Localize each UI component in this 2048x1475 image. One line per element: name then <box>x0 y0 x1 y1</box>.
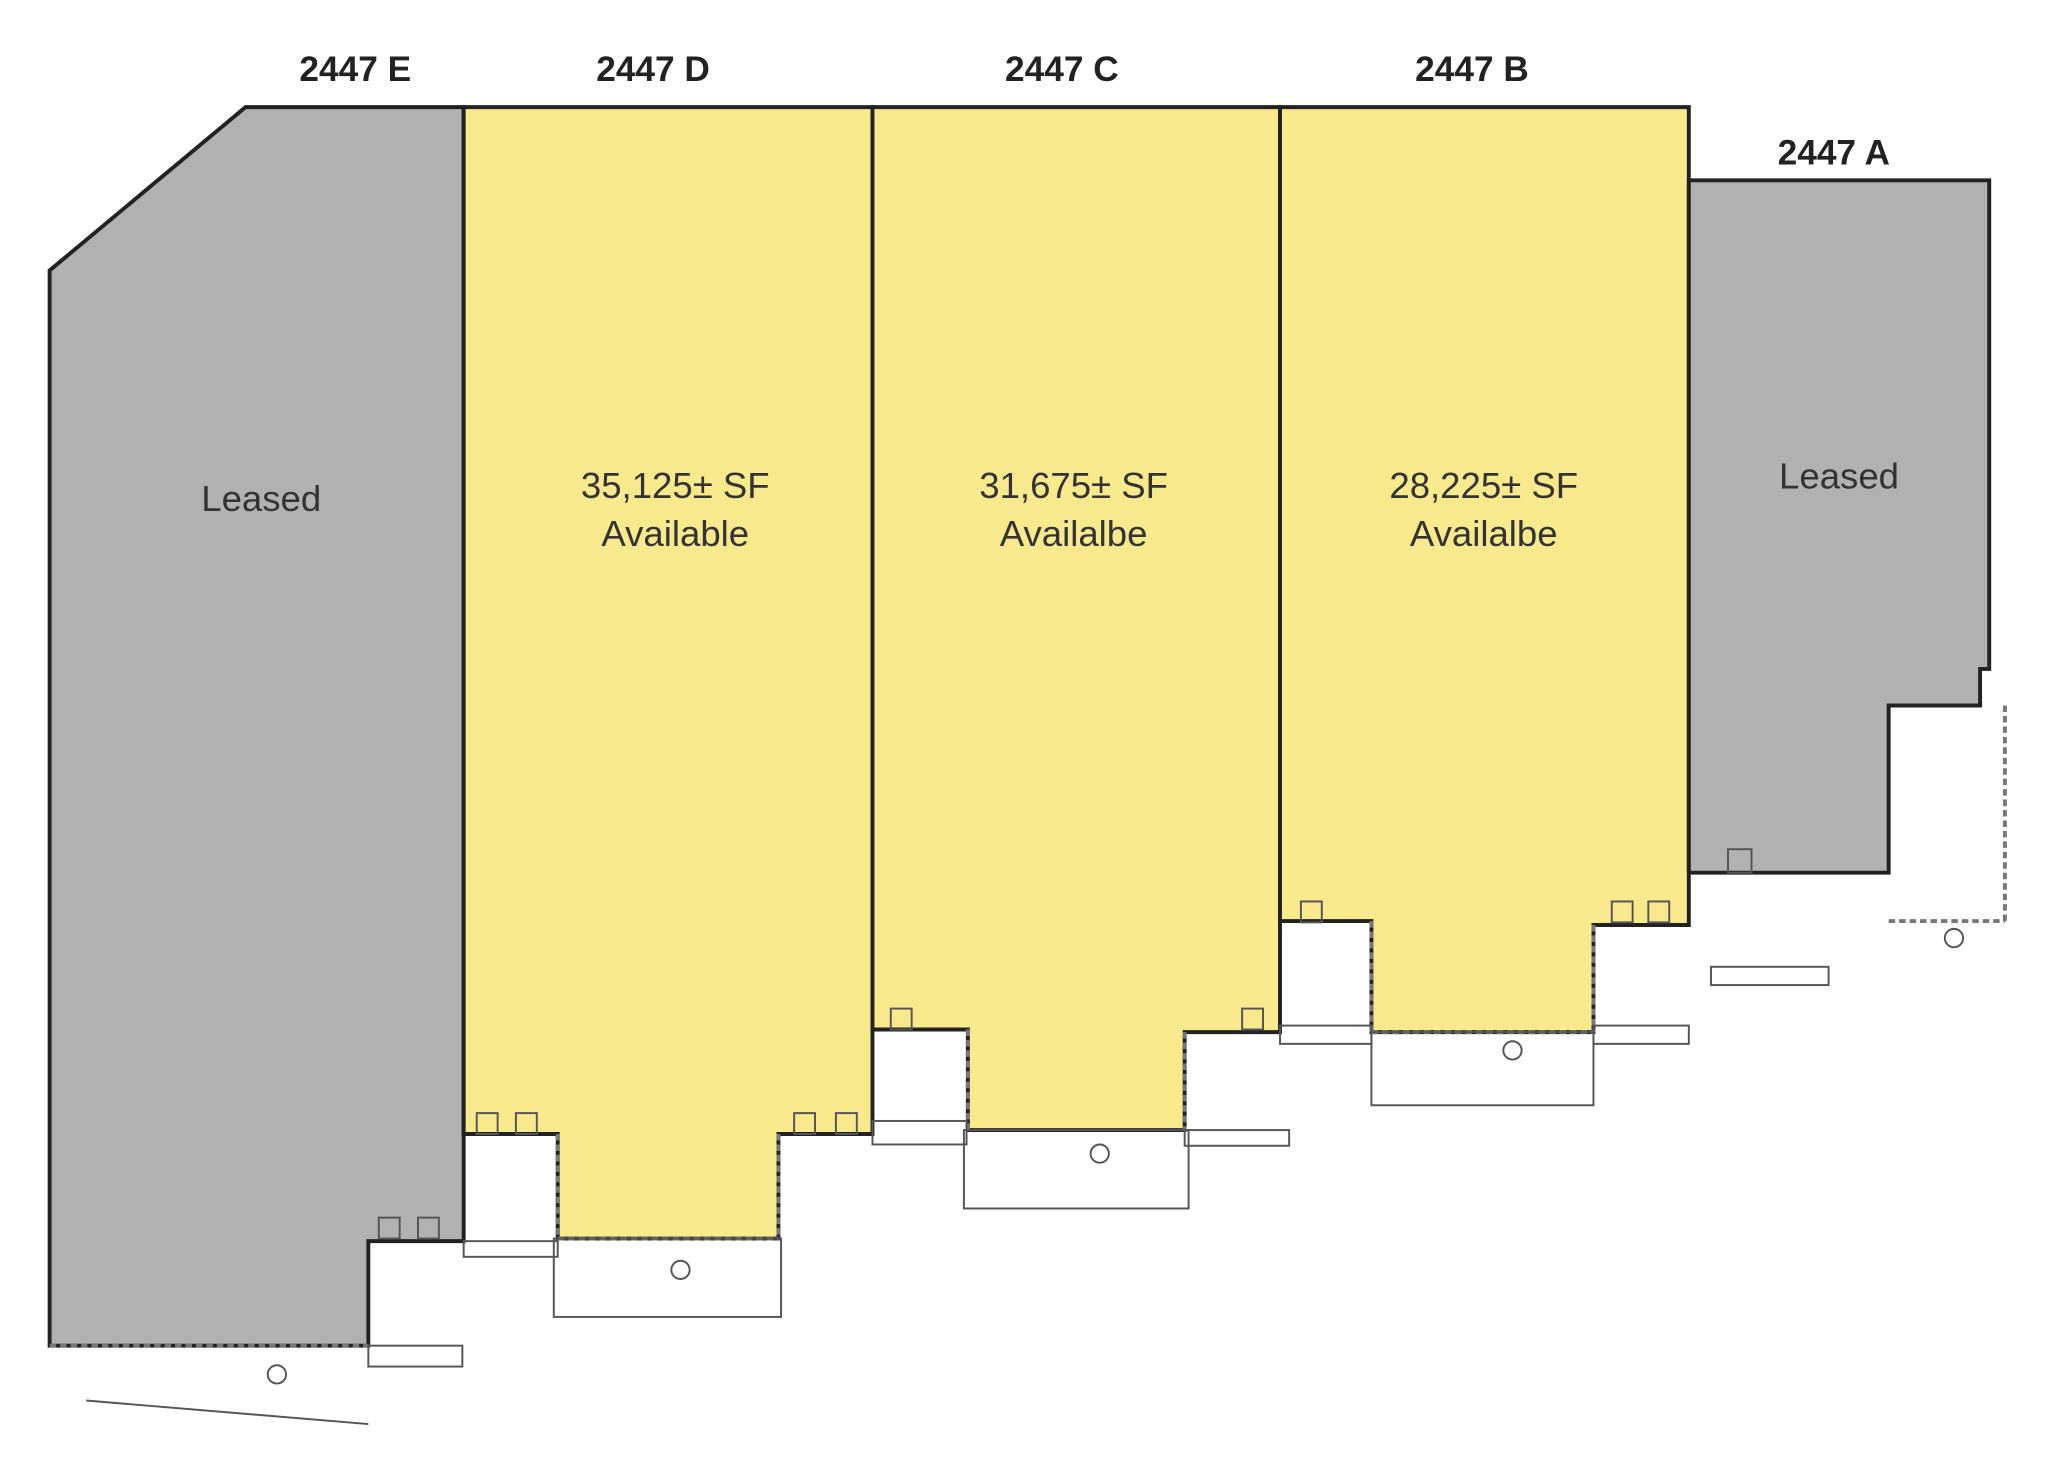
unit-label: 2447 D <box>596 50 710 89</box>
unit-area: 28,225± SF <box>1389 465 1578 506</box>
unit-label: 2447 E <box>299 50 411 89</box>
unit-b-shape <box>1278 105 1691 1035</box>
unit-d-shape <box>461 105 875 1241</box>
unit-c-shape <box>870 105 1282 1133</box>
unit-status: Availalbe <box>1410 513 1558 554</box>
unit-label: 2447 A <box>1778 134 1890 173</box>
site-details <box>86 848 1965 1426</box>
unit-status: Leased <box>201 478 321 519</box>
unit-a-shape <box>1686 178 1992 875</box>
unit-status: Leased <box>1779 456 1899 497</box>
unit-status: Availalbe <box>1000 513 1148 554</box>
unit-area: 31,675± SF <box>979 465 1168 506</box>
unit-e-shape <box>47 105 466 1348</box>
unit-area: 35,125± SF <box>581 465 770 506</box>
unit-status: Available <box>601 513 749 554</box>
unit-label: 2447 C <box>1005 50 1119 89</box>
unit-label: 2447 B <box>1415 50 1529 89</box>
